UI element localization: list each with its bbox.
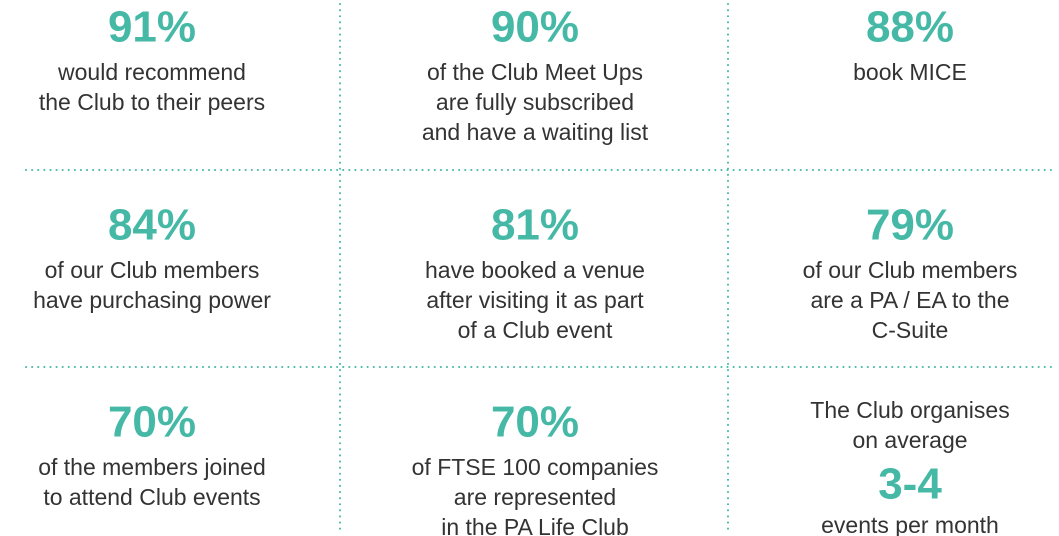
stat-value: 70%: [491, 398, 579, 447]
stat-text: are represented: [454, 484, 616, 510]
stat-text: book MICE: [853, 59, 967, 85]
stat-text: of FTSE 100 companies: [412, 454, 659, 480]
stat-text: of the members joined: [38, 454, 266, 480]
stat-value: 81%: [491, 201, 579, 250]
stat-value: 3-4: [878, 460, 942, 509]
stat-value: 91%: [108, 3, 196, 52]
stat-value: 90%: [491, 3, 579, 52]
stat-text: would recommend: [57, 59, 246, 85]
stat-text: on average: [852, 427, 967, 453]
stat-text: in the PA Life Club: [441, 514, 629, 536]
stat-text: The Club organises: [810, 397, 1009, 423]
stat-text: the Club to their peers: [39, 89, 265, 115]
stat-text: have booked a venue: [425, 257, 645, 283]
stat-text: are a PA / EA to the: [810, 287, 1009, 313]
stat-value: 79%: [866, 201, 954, 250]
stat-text: events per month: [821, 512, 999, 536]
stat-text: of the Club Meet Ups: [427, 59, 643, 85]
stat-value: 70%: [108, 398, 196, 447]
stat-text: are fully subscribed: [436, 89, 634, 115]
stat-value: 88%: [866, 3, 954, 52]
stat-text: of our Club members: [45, 257, 260, 283]
stat-text: to attend Club events: [43, 484, 260, 510]
stat-text: of our Club members: [803, 257, 1018, 283]
stat-text: of a Club event: [458, 317, 613, 343]
stat-text: have purchasing power: [33, 287, 271, 313]
stat-text: after visiting it as part: [426, 287, 644, 313]
stat-value: 84%: [108, 201, 196, 250]
stat-text: and have a waiting list: [422, 119, 649, 145]
stat-text: C-Suite: [872, 317, 949, 343]
